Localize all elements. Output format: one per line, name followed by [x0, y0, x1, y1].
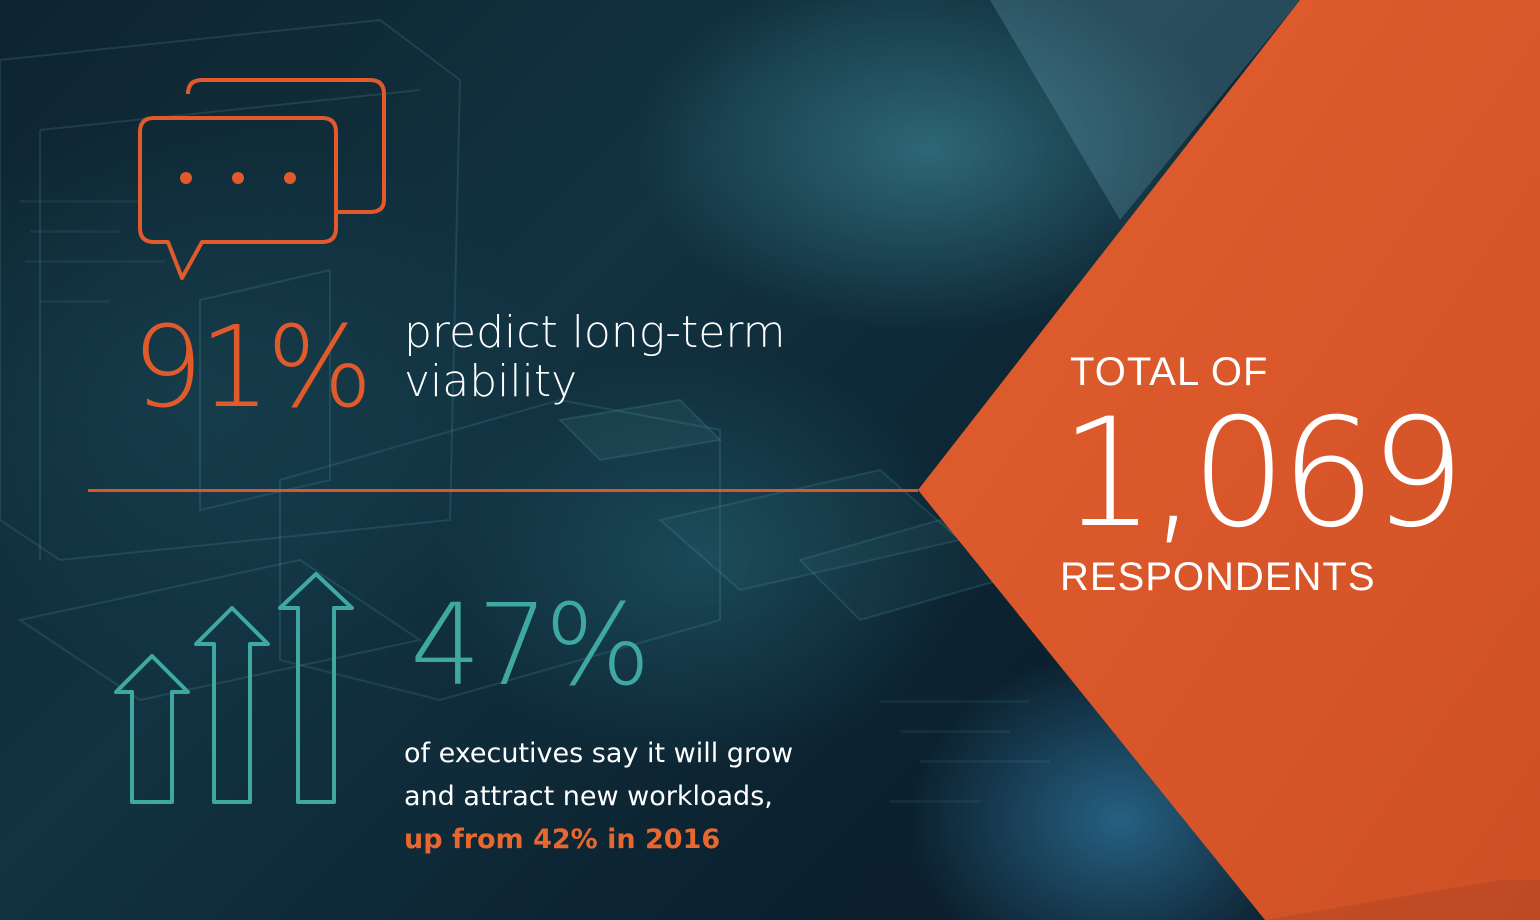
- stat2-line2: and attract new workloads,: [404, 781, 773, 813]
- stat2-line1: of executives say it will grow: [404, 738, 794, 769]
- stat1-label-line1: predict long-term: [404, 307, 786, 358]
- up-arrows-icon: [114, 572, 354, 804]
- stat1-label-line2: viability: [404, 356, 578, 408]
- stat2-value: 47%: [410, 581, 651, 711]
- total-value: 1,069: [1060, 387, 1465, 561]
- total-caption: RESPONDENTS: [1060, 555, 1376, 599]
- total-heading: TOTAL OF: [1070, 350, 1269, 394]
- total-respondents: TOTAL OF 1,069 RESPONDENTS: [1060, 350, 1465, 600]
- stat2-description: of executives say it will grow and attra…: [404, 732, 793, 862]
- divider-line: [88, 489, 918, 492]
- chat-bubbles-icon: [138, 78, 386, 280]
- stat1-label: predict long-term viability: [404, 308, 786, 407]
- stat1-value: 91%: [132, 303, 373, 433]
- stat2-highlight: up from 42% in 2016: [404, 824, 721, 856]
